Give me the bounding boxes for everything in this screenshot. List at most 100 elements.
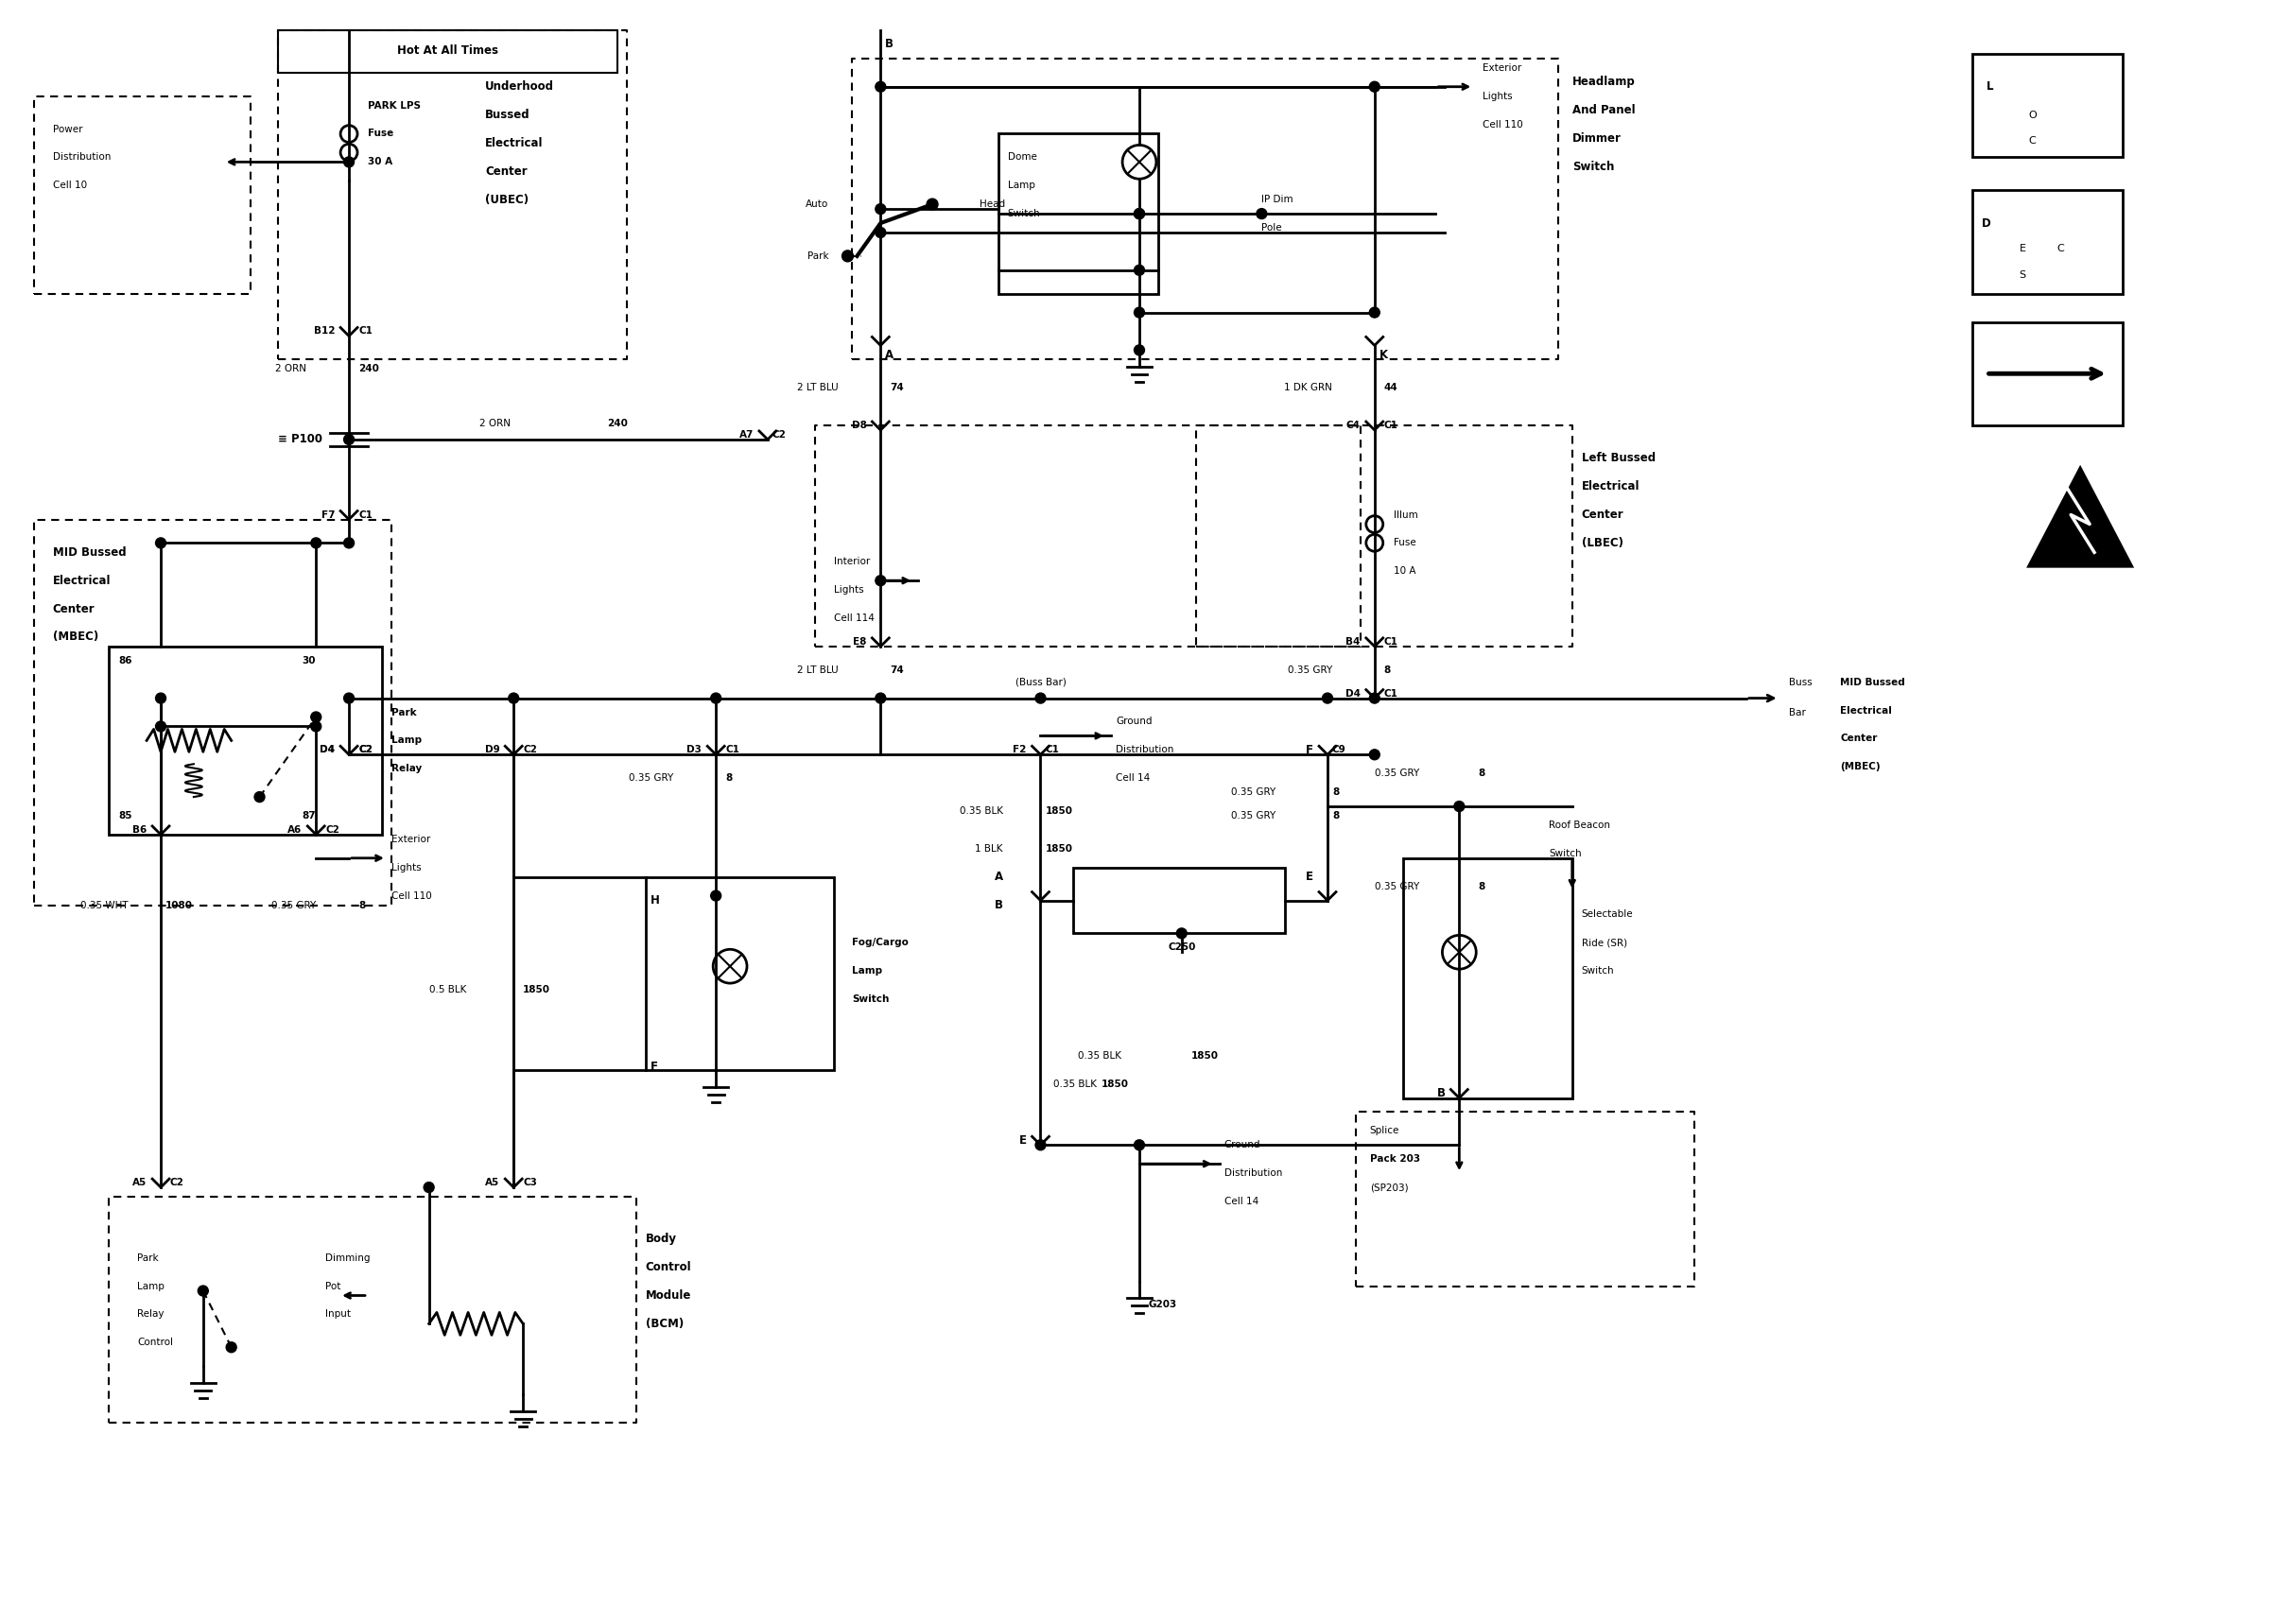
Circle shape [875, 205, 886, 214]
Text: E: E [1305, 870, 1314, 883]
Circle shape [343, 434, 355, 445]
Text: C3: C3 [523, 1177, 536, 1187]
Bar [1073, 867, 1284, 934]
Text: 0.5 BLK: 0.5 BLK [430, 986, 466, 994]
Bar [646, 877, 834, 1070]
Circle shape [875, 81, 886, 93]
Text: Lamp: Lamp [852, 966, 882, 976]
Text: Lamp: Lamp [391, 736, 423, 745]
Text: C1: C1 [359, 326, 373, 336]
Text: Ground: Ground [1223, 1140, 1262, 1150]
Text: Park: Park [807, 252, 830, 261]
Text: C: C [2057, 244, 2064, 253]
Text: 30 A: 30 A [368, 158, 393, 167]
Text: D4: D4 [320, 745, 334, 755]
Text: Switch: Switch [1548, 849, 1582, 857]
Circle shape [927, 198, 939, 209]
Text: Headlamp: Headlamp [1573, 76, 1634, 88]
Text: Switch: Switch [1007, 209, 1041, 219]
Text: 1850: 1850 [523, 986, 550, 994]
Text: Dome: Dome [1007, 153, 1036, 162]
Text: IP Dim: IP Dim [1262, 195, 1293, 205]
Text: Power: Power [52, 125, 82, 133]
Circle shape [1368, 749, 1380, 760]
Circle shape [1134, 344, 1146, 356]
Text: Center: Center [1841, 734, 1877, 744]
Text: D9: D9 [484, 745, 500, 755]
Text: (SP203): (SP203) [1371, 1182, 1409, 1192]
Bar [1402, 857, 1573, 1098]
Text: 0.35 WHT: 0.35 WHT [80, 900, 127, 909]
Text: E: E [1018, 1134, 1027, 1147]
Circle shape [711, 890, 721, 901]
Text: 8: 8 [725, 773, 732, 783]
Bar [998, 133, 1159, 294]
Text: Fog/Cargo: Fog/Cargo [852, 939, 909, 947]
Text: Pack 203: Pack 203 [1371, 1155, 1421, 1164]
Text: B4: B4 [1346, 637, 1362, 646]
Circle shape [509, 693, 518, 703]
Text: Ground: Ground [1116, 716, 1152, 726]
Circle shape [343, 158, 355, 167]
Text: Underhood: Underhood [486, 81, 555, 93]
Text: C2: C2 [359, 745, 373, 755]
Text: 30: 30 [302, 656, 316, 666]
Text: Hot At All Times: Hot At All Times [398, 45, 498, 57]
Text: Electrical: Electrical [52, 575, 111, 586]
Text: 0.35 BLK: 0.35 BLK [959, 807, 1002, 815]
Text: D4: D4 [320, 745, 334, 755]
Circle shape [1134, 1140, 1146, 1150]
Text: A: A [993, 870, 1002, 883]
Text: 240: 240 [607, 419, 627, 429]
Text: Lamp: Lamp [1007, 180, 1034, 190]
Text: Cell 14: Cell 14 [1116, 773, 1150, 783]
Text: Exterior: Exterior [391, 835, 430, 844]
Text: Head: Head [980, 200, 1005, 209]
Circle shape [1368, 307, 1380, 318]
Bar [1973, 322, 2123, 425]
Text: 8: 8 [1332, 788, 1339, 797]
Circle shape [1368, 693, 1380, 703]
Text: F: F [650, 1060, 657, 1073]
Text: 44: 44 [1384, 383, 1398, 393]
Text: B: B [993, 900, 1002, 911]
Text: Input: Input [325, 1309, 350, 1319]
Text: Bussed: Bussed [486, 109, 530, 122]
Text: E8: E8 [852, 637, 866, 646]
Text: Module: Module [646, 1289, 691, 1302]
Bar [1973, 190, 2123, 294]
Text: Selectable: Selectable [1582, 909, 1634, 919]
Circle shape [311, 711, 320, 723]
Circle shape [255, 793, 264, 802]
Text: 0.35 GRY: 0.35 GRY [1232, 788, 1275, 797]
Text: Switch: Switch [1582, 966, 1614, 976]
Text: Cell 14: Cell 14 [1223, 1197, 1259, 1207]
Circle shape [1177, 929, 1187, 939]
Circle shape [1323, 693, 1332, 703]
Text: D4: D4 [1346, 689, 1362, 698]
Text: Fuse: Fuse [368, 128, 393, 138]
Text: Cell 114: Cell 114 [834, 614, 875, 624]
Text: L: L [1987, 81, 1993, 93]
Text: Control: Control [646, 1262, 691, 1273]
Circle shape [155, 721, 166, 731]
Text: Distribution: Distribution [52, 153, 111, 162]
Text: Lamp: Lamp [136, 1281, 164, 1291]
Text: MID Bussed: MID Bussed [1841, 677, 1905, 687]
Text: 87: 87 [302, 810, 316, 820]
Text: A6: A6 [286, 825, 302, 835]
Text: H: H [650, 895, 659, 906]
Text: 0.35 BLK: 0.35 BLK [1052, 1078, 1098, 1088]
Text: Relay: Relay [391, 763, 423, 773]
Text: C1: C1 [1384, 689, 1398, 698]
Text: (BCM): (BCM) [646, 1317, 684, 1330]
Text: (UBEC): (UBEC) [486, 193, 530, 206]
Circle shape [155, 538, 166, 549]
Text: (MBEC): (MBEC) [1841, 762, 1880, 771]
Text: 1850: 1850 [1102, 1078, 1130, 1088]
Text: O: O [2028, 110, 2037, 120]
Text: D3: D3 [686, 745, 702, 755]
Circle shape [1134, 208, 1146, 219]
Circle shape [198, 1286, 209, 1296]
Text: C2: C2 [359, 745, 373, 755]
